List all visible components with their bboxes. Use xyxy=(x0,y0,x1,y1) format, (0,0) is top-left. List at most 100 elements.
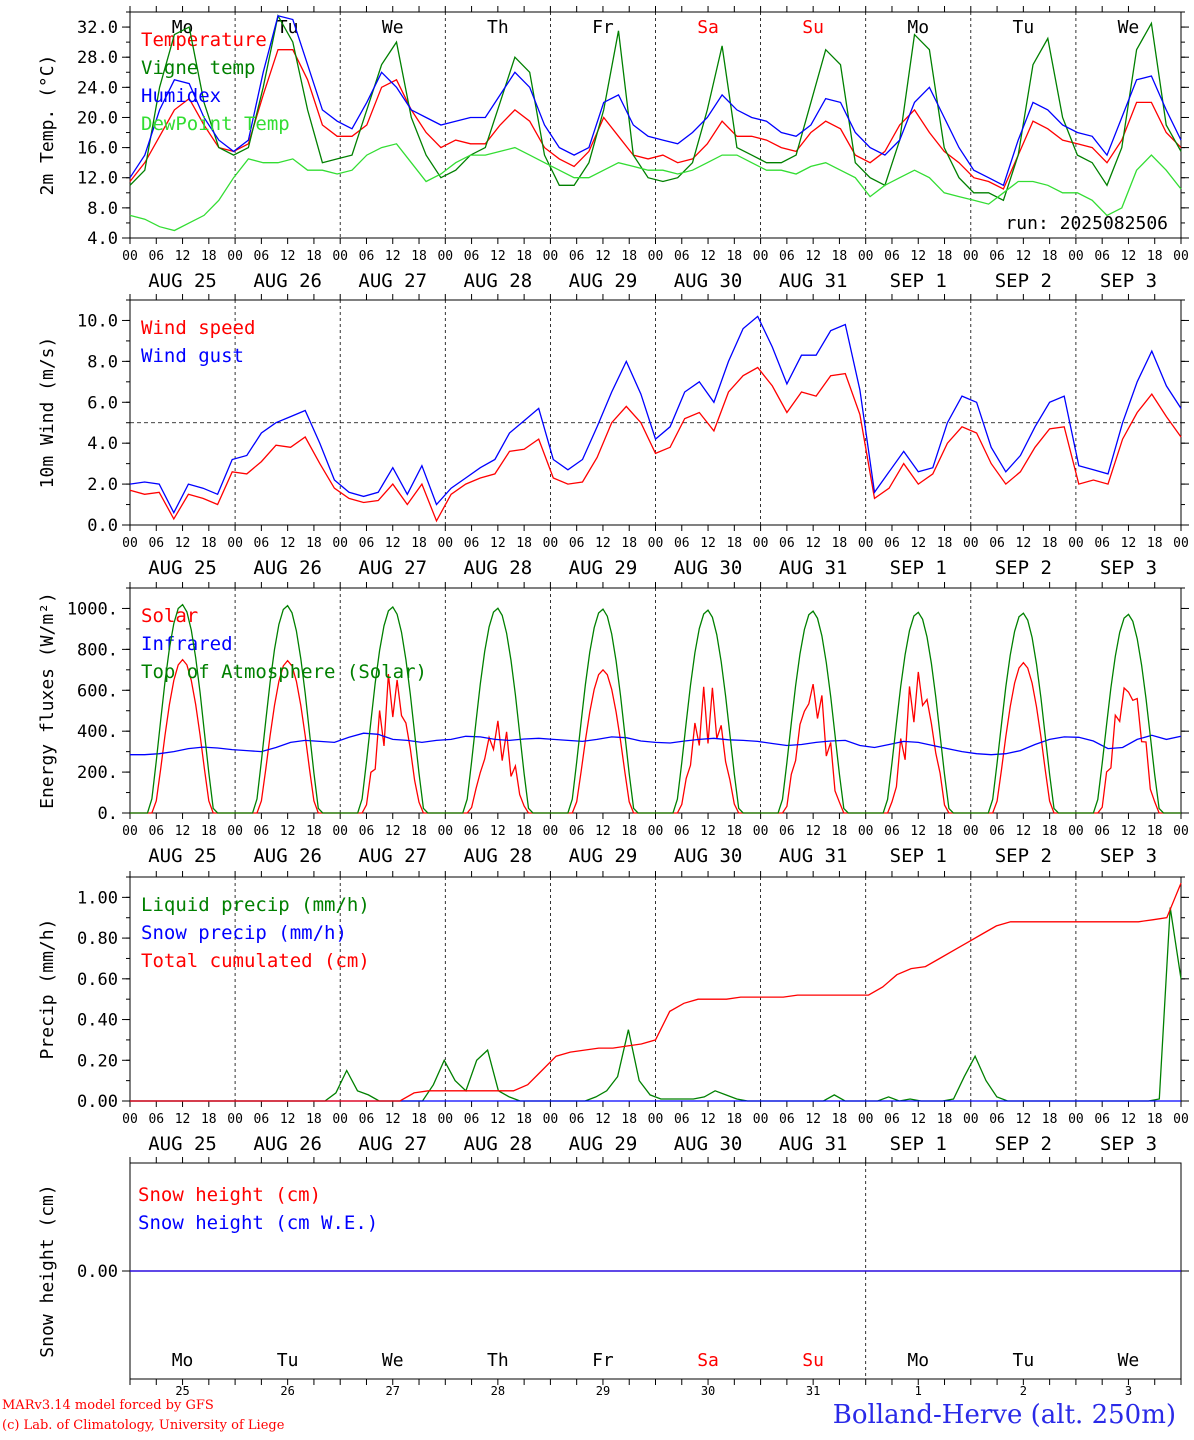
y-tick-label: 8.0 xyxy=(87,199,118,219)
x-day-label: AUG 28 xyxy=(464,1133,533,1155)
x-hour-label: 18 xyxy=(1147,824,1163,839)
weekday-label: Su xyxy=(802,1350,824,1371)
x-day-number: 31 xyxy=(806,1384,820,1395)
y-tick-label: 0.00 xyxy=(77,1092,118,1112)
y-tick-label: 28.0 xyxy=(77,48,118,68)
y-tick-label: 8.0 xyxy=(87,352,118,372)
series-line-blue xyxy=(129,315,1182,515)
x-day-label: AUG 29 xyxy=(569,1133,638,1155)
x-day-label: SEP 1 xyxy=(890,557,947,579)
x-hour-label: 00 xyxy=(227,824,243,839)
x-hour-label: 18 xyxy=(832,824,848,839)
x-day-label: AUG 31 xyxy=(779,845,848,867)
x-hour-label: 00 xyxy=(858,536,874,551)
series-line-lime xyxy=(129,143,1182,232)
x-hour-label: 12 xyxy=(1121,249,1137,264)
legend-entry: Infrared xyxy=(141,633,233,655)
x-hour-label: 12 xyxy=(595,824,611,839)
x-hour-label: 06 xyxy=(779,1112,795,1127)
y-axis-label: Snow height (cm) xyxy=(37,1184,58,1357)
x-hour-label: 06 xyxy=(989,1112,1005,1127)
x-hour-label: 06 xyxy=(1094,536,1110,551)
x-hour-label: 12 xyxy=(280,824,296,839)
x-hour-label: 18 xyxy=(201,824,217,839)
y-tick-label: 0.0 xyxy=(87,516,118,536)
x-hour-label: 00 xyxy=(753,536,769,551)
weekday-label: Su xyxy=(802,17,824,38)
x-hour-label: 18 xyxy=(1042,824,1058,839)
y-axis-label: 10m Wind (m/s) xyxy=(37,337,58,489)
x-hour-label: 06 xyxy=(674,249,690,264)
panel-5: 0.00 Snow height (cm) Snow height (cm) Snow… xyxy=(37,1157,1189,1395)
x-day-number: 30 xyxy=(701,1384,715,1395)
x-hour-label: 12 xyxy=(910,536,926,551)
y-tick-label: 4.0 xyxy=(87,229,118,249)
x-hour-label: 06 xyxy=(884,824,900,839)
y-tick-label: 12.0 xyxy=(77,169,118,189)
x-day-label: AUG 31 xyxy=(779,270,848,292)
x-hour-label: 06 xyxy=(464,249,480,264)
x-hour-label: 18 xyxy=(937,249,953,264)
x-hour-label: 00 xyxy=(227,1112,243,1127)
y-axis-label: Energy fluxes (W/m²) xyxy=(37,592,58,809)
series-line-red xyxy=(130,882,1182,1102)
y-tick-label: 1000. xyxy=(67,599,118,619)
x-hour-label: 18 xyxy=(621,249,637,264)
x-hour-label: 12 xyxy=(1016,824,1032,839)
x-hour-label: 18 xyxy=(306,1112,322,1127)
x-hour-label: 00 xyxy=(1068,1112,1084,1127)
legend-entry: Wind gust xyxy=(141,345,244,367)
x-hour-label: 18 xyxy=(1042,536,1058,551)
y-axis-label: Precip (mm/h) xyxy=(37,919,58,1060)
x-hour-label: 12 xyxy=(280,1112,296,1127)
legend-entry: Temperature xyxy=(141,29,267,51)
x-day-label: AUG 26 xyxy=(253,845,322,867)
legend-entry: Snow height (cm) xyxy=(138,1184,321,1206)
series-line-blue xyxy=(129,15,1182,187)
y-tick-label: 0.00 xyxy=(77,1262,118,1282)
x-hour-label: 12 xyxy=(805,824,821,839)
x-hour-label: 12 xyxy=(175,824,191,839)
x-hour-label: 12 xyxy=(490,249,506,264)
x-hour-label: 06 xyxy=(359,536,375,551)
x-day-number: 3 xyxy=(1125,1384,1132,1395)
x-hour-label: 00 xyxy=(437,824,453,839)
x-hour-label: 18 xyxy=(1042,249,1058,264)
x-hour-label: 06 xyxy=(254,536,270,551)
x-hour-label: 18 xyxy=(201,1112,217,1127)
x-hour-label: 12 xyxy=(175,249,191,264)
x-hour-label: 18 xyxy=(516,249,532,264)
x-hour-label: 12 xyxy=(700,536,716,551)
x-hour-label: 18 xyxy=(516,824,532,839)
x-day-label: AUG 25 xyxy=(148,1133,217,1155)
x-hour-label: 18 xyxy=(832,536,848,551)
x-day-label: AUG 28 xyxy=(464,270,533,292)
legend-entry: DewPoint Temp xyxy=(141,113,290,135)
x-hour-label: 00 xyxy=(858,824,874,839)
x-hour-label: 12 xyxy=(910,1112,926,1127)
weekday-label: Sa xyxy=(697,1350,719,1371)
x-hour-label: 06 xyxy=(359,249,375,264)
series-line-green xyxy=(129,13,1182,202)
x-hour-label: 18 xyxy=(726,1112,742,1127)
x-hour-label: 18 xyxy=(937,824,953,839)
y-tick-label: 6.0 xyxy=(87,393,118,413)
weekday-label: Mo xyxy=(907,17,929,38)
x-hour-label: 18 xyxy=(726,536,742,551)
x-hour-label: 18 xyxy=(726,824,742,839)
series-line-red xyxy=(129,49,1182,190)
x-hour-label: 06 xyxy=(1094,824,1110,839)
x-hour-label: 18 xyxy=(937,536,953,551)
x-hour-label: 18 xyxy=(411,1112,427,1127)
x-hour-label: 00 xyxy=(122,536,138,551)
x-day-label: SEP 3 xyxy=(1100,1133,1157,1155)
x-hour-label: 12 xyxy=(1121,824,1137,839)
x-hour-label: 06 xyxy=(569,536,585,551)
x-hour-label: 18 xyxy=(832,1112,848,1127)
x-day-label: SEP 2 xyxy=(995,1133,1052,1155)
x-hour-label: 18 xyxy=(411,536,427,551)
x-hour-label: 18 xyxy=(1147,536,1163,551)
x-day-label: SEP 1 xyxy=(890,270,947,292)
x-hour-label: 12 xyxy=(910,249,926,264)
y-tick-label: 10.0 xyxy=(77,311,118,331)
